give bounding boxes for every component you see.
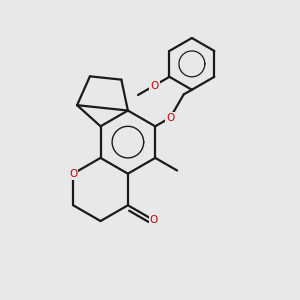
Text: O: O <box>69 169 77 179</box>
Text: O: O <box>150 80 158 91</box>
Text: O: O <box>166 112 174 123</box>
Text: O: O <box>150 215 158 225</box>
